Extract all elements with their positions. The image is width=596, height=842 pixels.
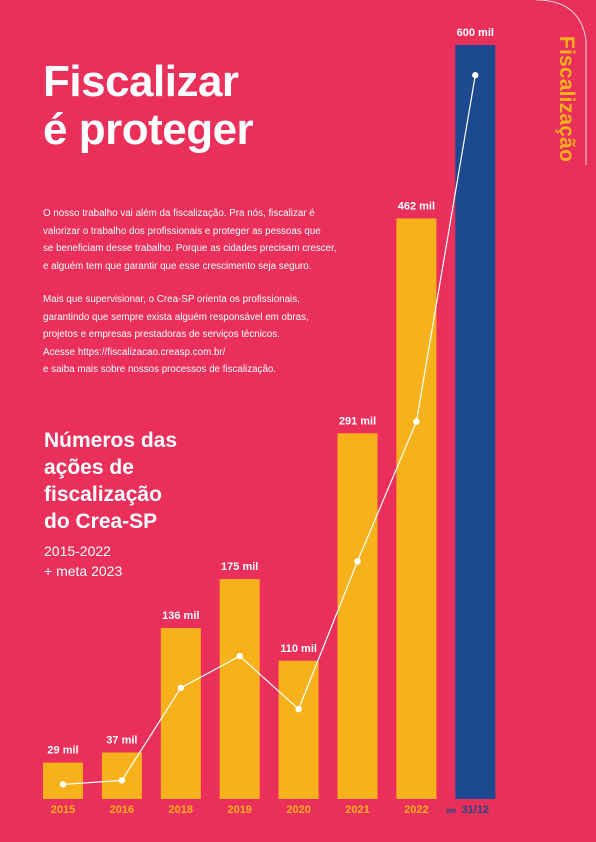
data-label: 291 mil [339,415,376,427]
trend-point [413,418,420,425]
paragraph-line: e alguém tem que garantir que esse cresc… [43,260,312,272]
bar [337,433,378,799]
chart-subtitle: 2015-2022 + meta 2023 [44,541,122,581]
trend-point [236,652,243,660]
data-label: 110 mil [280,643,317,655]
trend-point [472,71,479,79]
paragraph-line: garantindo que sempre exista alguém resp… [43,311,309,323]
trend-line [62,75,476,786]
trend-point [295,705,302,713]
paragraph-line: projetos e empresas prestadoras de servi… [43,329,280,341]
chart-subtitle-line: + meta 2023 [44,563,123,579]
x-tick-label: 2018 [169,804,193,816]
data-label: 29 mil [47,745,78,757]
paragraph-line: Acesse https://fiscalizacao.creasp.com.b… [43,346,226,358]
chart-title-line: ações de [44,456,134,479]
data-label: 462 mil [398,200,435,212]
paragraph-line: e saiba mais sobre nossos processos de f… [43,364,277,376]
bar [43,762,83,799]
title-line: Fiscalizar [43,57,239,106]
bar [396,218,437,800]
info-paragraph: Mais que supervisionar, o Crea-SP orient… [43,291,383,379]
paragraph-line: Mais que supervisionar, o Crea-SP orient… [43,294,300,305]
x-tick-label: 2016 [110,804,134,816]
chart-title-line: do Crea-SP [44,510,158,533]
x-tick-label: 2015 [51,804,75,816]
trend-point [59,781,67,788]
chart-title: Números das ações de fiscalização do Cre… [44,427,177,535]
data-label: 600 mil [457,27,494,39]
paragraph-line: se beneficiam desse trabalho. Porque as … [43,243,337,255]
x-tick-label: 2022 [404,804,428,816]
page-title: Fiscalizar é proteger [43,57,254,154]
title-line: é proteger [43,105,254,154]
x-tick-prefix: até [446,808,456,815]
chart-title-line: fiscalização [44,483,162,506]
bar [278,660,319,799]
x-tick-label: 2021 [345,804,369,816]
x-tick-label: 2019 [227,804,251,816]
chart-title-line: Números das [44,429,178,452]
trend-point [177,684,184,692]
trend-point [118,777,126,784]
paragraph-line: valorizar o trabalho dos profissionais e… [43,225,321,237]
paragraph-line: O nosso trabalho vai além da fiscalizaçã… [43,208,315,219]
meta-bar [455,45,496,799]
x-tick-label: 2020 [286,804,310,816]
bar [219,579,260,799]
data-label: 136 mil [162,610,199,622]
data-label: 175 mil [221,561,258,573]
trend-point [354,558,361,565]
bar [160,628,201,799]
data-label: 37 mil [106,735,137,747]
intro-paragraph: O nosso trabalho vai além da fiscalizaçã… [43,205,383,275]
x-tick-label: 31/12 [462,804,490,816]
chart-subtitle-line: 2015-2022 [44,543,111,559]
